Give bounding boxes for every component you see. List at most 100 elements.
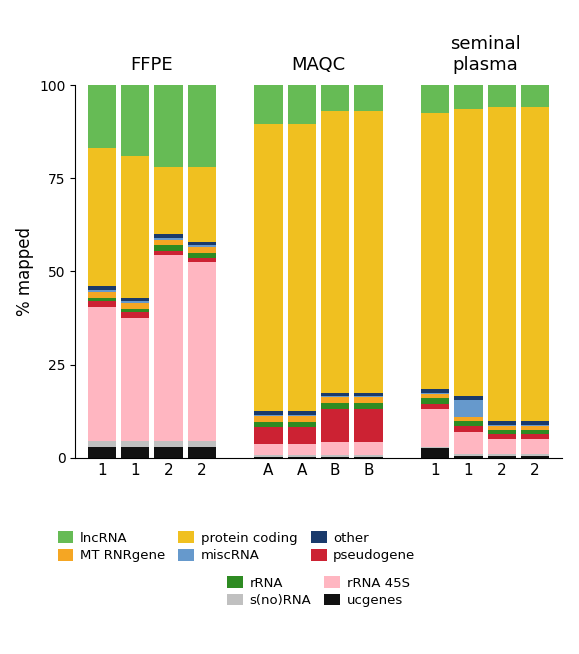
- Bar: [121, 441, 149, 447]
- Bar: [188, 258, 216, 262]
- Bar: [254, 457, 283, 458]
- Bar: [421, 449, 449, 458]
- Y-axis label: % mapped: % mapped: [16, 227, 34, 316]
- Bar: [254, 415, 283, 416]
- Bar: [421, 85, 449, 113]
- Bar: [521, 85, 549, 107]
- Bar: [254, 422, 283, 427]
- Bar: [288, 85, 316, 124]
- Bar: [488, 434, 516, 439]
- Bar: [421, 392, 449, 394]
- Bar: [254, 444, 283, 455]
- Bar: [254, 411, 283, 415]
- Bar: [321, 455, 349, 457]
- Bar: [521, 107, 549, 421]
- Bar: [121, 85, 149, 156]
- Bar: [88, 307, 116, 441]
- Bar: [521, 425, 549, 426]
- Bar: [155, 447, 183, 458]
- Bar: [421, 389, 449, 392]
- Bar: [121, 447, 149, 458]
- Bar: [288, 415, 316, 416]
- Bar: [321, 398, 349, 403]
- Bar: [521, 434, 549, 439]
- Bar: [188, 245, 216, 247]
- Bar: [288, 124, 316, 411]
- Bar: [88, 447, 116, 458]
- Bar: [288, 422, 316, 427]
- Legend: rRNA, s(no)RNA, rRNA 45S, ucgenes: rRNA, s(no)RNA, rRNA 45S, ucgenes: [227, 576, 410, 607]
- Bar: [288, 427, 316, 444]
- Bar: [454, 85, 482, 109]
- Bar: [155, 254, 183, 441]
- Bar: [88, 298, 116, 301]
- Bar: [188, 441, 216, 447]
- Bar: [121, 318, 149, 441]
- Bar: [521, 454, 549, 456]
- Bar: [321, 457, 349, 458]
- Bar: [121, 309, 149, 313]
- Bar: [321, 409, 349, 442]
- Bar: [454, 396, 482, 400]
- Bar: [354, 396, 383, 398]
- Bar: [421, 409, 449, 447]
- Bar: [188, 447, 216, 458]
- Bar: [321, 403, 349, 409]
- Bar: [155, 234, 183, 238]
- Bar: [188, 253, 216, 258]
- Bar: [421, 447, 449, 449]
- Bar: [521, 456, 549, 458]
- Bar: [454, 109, 482, 396]
- Bar: [354, 85, 383, 111]
- Bar: [321, 396, 349, 398]
- Bar: [121, 303, 149, 309]
- Bar: [488, 456, 516, 458]
- Bar: [421, 398, 449, 404]
- Bar: [354, 455, 383, 457]
- Bar: [354, 409, 383, 442]
- Bar: [121, 313, 149, 318]
- Bar: [155, 245, 183, 251]
- Bar: [88, 441, 116, 447]
- Bar: [188, 262, 216, 441]
- Bar: [454, 432, 482, 454]
- Bar: [288, 457, 316, 458]
- Bar: [354, 403, 383, 409]
- Bar: [521, 430, 549, 434]
- Bar: [454, 454, 482, 456]
- Bar: [288, 411, 316, 415]
- Bar: [254, 427, 283, 444]
- Bar: [254, 124, 283, 411]
- Text: FFPE: FFPE: [131, 56, 173, 74]
- Bar: [521, 421, 549, 425]
- Bar: [121, 298, 149, 301]
- Bar: [155, 167, 183, 234]
- Bar: [354, 111, 383, 392]
- Bar: [88, 85, 116, 148]
- Bar: [488, 85, 516, 107]
- Bar: [254, 416, 283, 422]
- Bar: [88, 301, 116, 307]
- Bar: [454, 417, 482, 421]
- Bar: [521, 439, 549, 454]
- Bar: [321, 111, 349, 392]
- Bar: [155, 251, 183, 254]
- Bar: [155, 240, 183, 245]
- Bar: [88, 290, 116, 292]
- Bar: [288, 416, 316, 422]
- Text: seminal
plasma: seminal plasma: [450, 35, 521, 74]
- Bar: [421, 394, 449, 398]
- Bar: [188, 247, 216, 252]
- Bar: [454, 456, 482, 458]
- Bar: [454, 400, 482, 417]
- Bar: [488, 425, 516, 426]
- Bar: [488, 421, 516, 425]
- Bar: [488, 454, 516, 456]
- Bar: [354, 398, 383, 403]
- Bar: [121, 301, 149, 303]
- Bar: [254, 85, 283, 124]
- Bar: [288, 444, 316, 455]
- Bar: [521, 426, 549, 430]
- Bar: [488, 430, 516, 434]
- Bar: [188, 241, 216, 245]
